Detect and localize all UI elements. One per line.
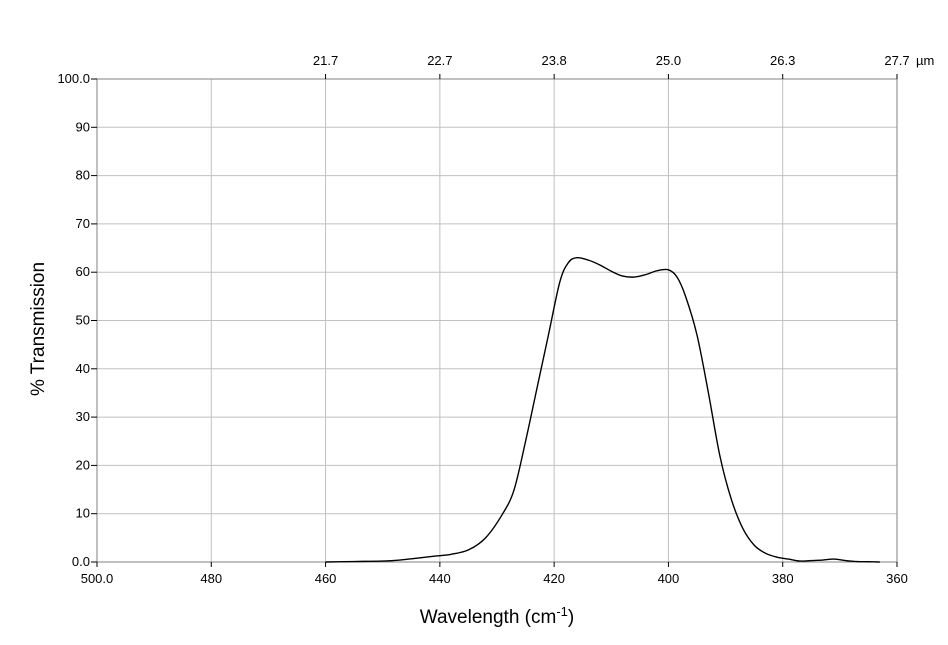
y-axis-label: % Transmission [28,262,49,396]
y-tick-label: 80 [76,168,90,183]
y-tick-label: 20 [76,457,90,472]
top-tick-label: 21.7 [313,53,338,68]
ticks-layer: 500.0 480 460 440 420 400 380 360 0.0 10 20 30 40 50 6… [57,53,934,586]
x-tick-label: 400 [658,571,680,586]
top-tick-label: 27.7 [884,53,909,68]
y-tick-label: 0.0 [72,554,90,569]
top-axis-unit: µm [916,53,934,68]
y-tick-label: 10 [76,506,90,521]
x-axis-label-main: Wavelength (cm [420,607,557,628]
top-tick-label: 22.7 [427,53,452,68]
top-tick-label: 26.3 [770,53,795,68]
grid-layer [97,79,897,562]
x-axis-label: Wavelength (cm-1) [420,604,574,628]
top-tick-label: 23.8 [541,53,566,68]
y-tick-label: 50 [76,313,90,328]
x-tick-label: 460 [315,571,337,586]
y-tick-label: 90 [76,119,90,134]
x-tick-label: 440 [429,571,451,586]
y-tick-label: 60 [76,264,90,279]
x-tick-label: 420 [543,571,565,586]
x-axis-label-end: ) [568,607,574,628]
x-axis-label-superscript: -1 [556,604,568,619]
transmission-curve [325,256,880,563]
y-tick-label: 100.0 [57,71,90,86]
y-tick-label: 30 [76,409,90,424]
x-tick-label: 480 [200,571,222,586]
x-tick-label: 380 [772,571,794,586]
x-tick-label: 360 [886,571,908,586]
y-tick-label: 40 [76,361,90,376]
y-tick-label: 70 [76,216,90,231]
x-tick-label: 500.0 [81,571,114,586]
top-tick-label: 25.0 [656,53,681,68]
